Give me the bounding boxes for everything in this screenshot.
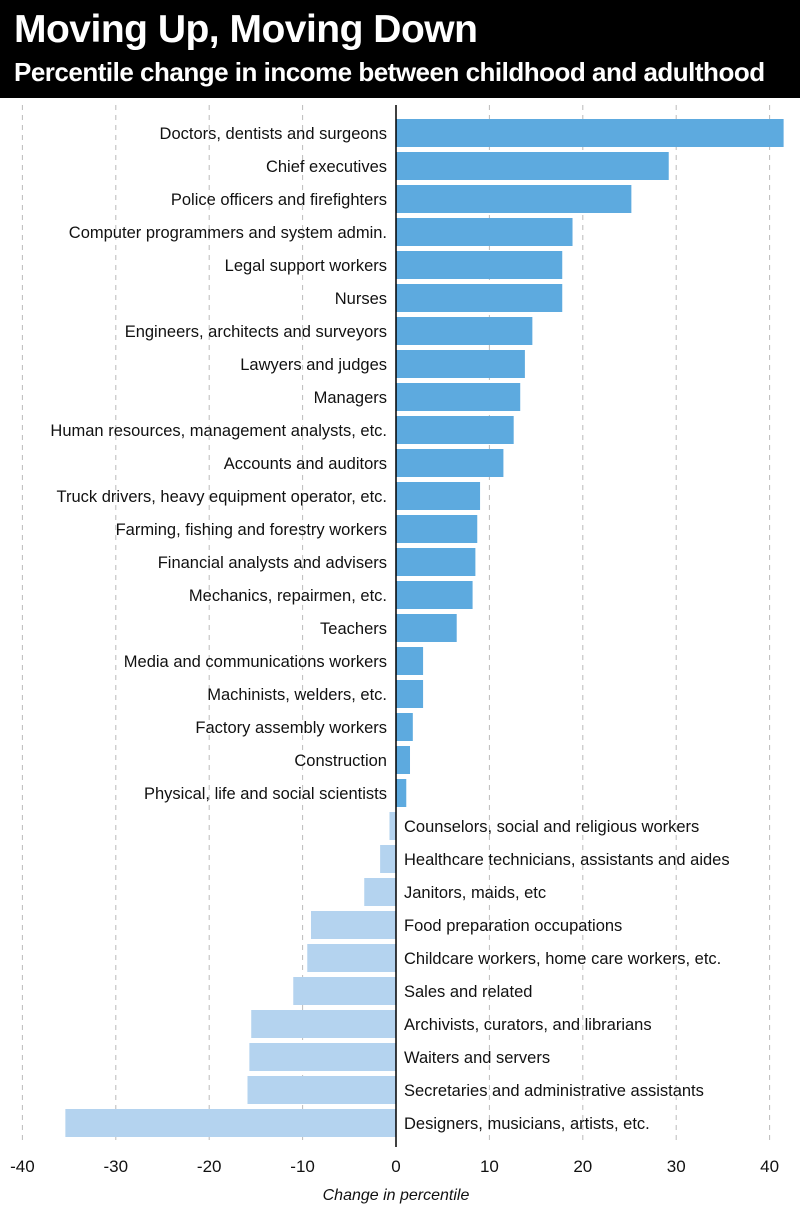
- bar: [396, 779, 407, 807]
- category-label: Media and communications workers: [124, 653, 387, 671]
- x-tick-label: -10: [290, 1157, 315, 1176]
- bar: [251, 1010, 396, 1038]
- category-label: Archivists, curators, and librarians: [404, 1016, 652, 1034]
- chart-subtitle: Percentile change in income between chil…: [14, 57, 765, 87]
- x-tick-label: 30: [667, 1157, 686, 1176]
- bar: [396, 251, 563, 279]
- x-axis-label: Change in percentile: [323, 1187, 470, 1204]
- bar: [396, 548, 476, 576]
- category-label: Computer programmers and system admin.: [69, 224, 387, 242]
- category-label: Doctors, dentists and surgeons: [160, 125, 387, 143]
- bar: [311, 911, 396, 939]
- category-label: Physical, life and social scientists: [144, 785, 387, 803]
- category-labels: Doctors, dentists and surgeons Chief exec…: [50, 125, 729, 1133]
- header: Moving Up, Moving Down Percentile change…: [0, 0, 800, 98]
- bar: [364, 878, 396, 906]
- bar: [396, 317, 533, 345]
- category-label: Teachers: [320, 620, 387, 638]
- bar: [380, 845, 396, 873]
- category-label: Sales and related: [404, 983, 532, 1001]
- bar: [396, 119, 784, 147]
- category-label: Food preparation occupations: [404, 917, 622, 935]
- category-label: Farming, fishing and forestry workers: [116, 521, 387, 539]
- bar: [396, 218, 573, 246]
- bar: [396, 482, 481, 510]
- x-tick-label: -30: [104, 1157, 129, 1176]
- bars: [65, 119, 784, 1137]
- category-label: Machinists, welders, etc.: [207, 686, 387, 704]
- bar: [293, 977, 396, 1005]
- bar: [396, 746, 411, 774]
- bar: [396, 680, 424, 708]
- bar: [396, 581, 473, 609]
- bar: [396, 350, 525, 378]
- category-label: Childcare workers, home care workers, et…: [404, 950, 721, 968]
- category-label: Designers, musicians, artists, etc.: [404, 1115, 650, 1133]
- category-label: Factory assembly workers: [195, 719, 387, 737]
- category-label: Truck drivers, heavy equipment operator,…: [57, 488, 387, 506]
- bar: [249, 1043, 396, 1071]
- bar: [396, 185, 632, 213]
- bar: [307, 944, 396, 972]
- category-label: Human resources, management analysts, et…: [50, 422, 387, 440]
- category-label: Janitors, maids, etc: [404, 884, 546, 902]
- bar: [65, 1109, 396, 1137]
- category-label: Lawyers and judges: [240, 356, 387, 374]
- category-label: Chief executives: [266, 158, 387, 176]
- category-label: Nurses: [335, 290, 387, 308]
- bar: [247, 1076, 396, 1104]
- bar: [396, 383, 521, 411]
- category-label: Counselors, social and religious workers: [404, 818, 699, 836]
- category-label: Accounts and auditors: [224, 455, 387, 473]
- x-tick-label: -40: [10, 1157, 35, 1176]
- category-label: Engineers, architects and surveyors: [125, 323, 387, 341]
- bar: [396, 416, 514, 444]
- bar: [396, 449, 504, 477]
- x-tick-label: 10: [480, 1157, 499, 1176]
- category-label: Construction: [294, 752, 387, 770]
- x-tick-label: 40: [760, 1157, 779, 1176]
- bar: [396, 515, 478, 543]
- bar: [396, 713, 413, 741]
- category-label: Police officers and firefighters: [171, 191, 387, 209]
- bar: [396, 647, 424, 675]
- category-label: Secretaries and administrative assistant…: [404, 1082, 704, 1100]
- x-tick-label: 20: [573, 1157, 592, 1176]
- bar-chart: Doctors, dentists and surgeons Chief exec…: [10, 105, 784, 1204]
- bar: [396, 284, 563, 312]
- category-label: Waiters and servers: [404, 1049, 550, 1067]
- bar: [389, 812, 396, 840]
- x-tick-label: -20: [197, 1157, 222, 1176]
- category-label: Managers: [314, 389, 387, 407]
- category-label: Financial analysts and advisers: [158, 554, 387, 572]
- category-label: Legal support workers: [225, 257, 387, 275]
- grid-lines: [21, 105, 771, 1143]
- bar: [396, 614, 457, 642]
- category-label: Mechanics, repairmen, etc.: [189, 587, 387, 605]
- bar: [396, 152, 669, 180]
- category-label: Healthcare technicians, assistants and a…: [404, 851, 730, 869]
- x-tick-labels: -40 -30 -20 -10 0 10 20 30 40: [10, 1157, 779, 1176]
- x-tick-label: 0: [391, 1157, 400, 1176]
- chart-title: Moving Up, Moving Down: [14, 8, 478, 51]
